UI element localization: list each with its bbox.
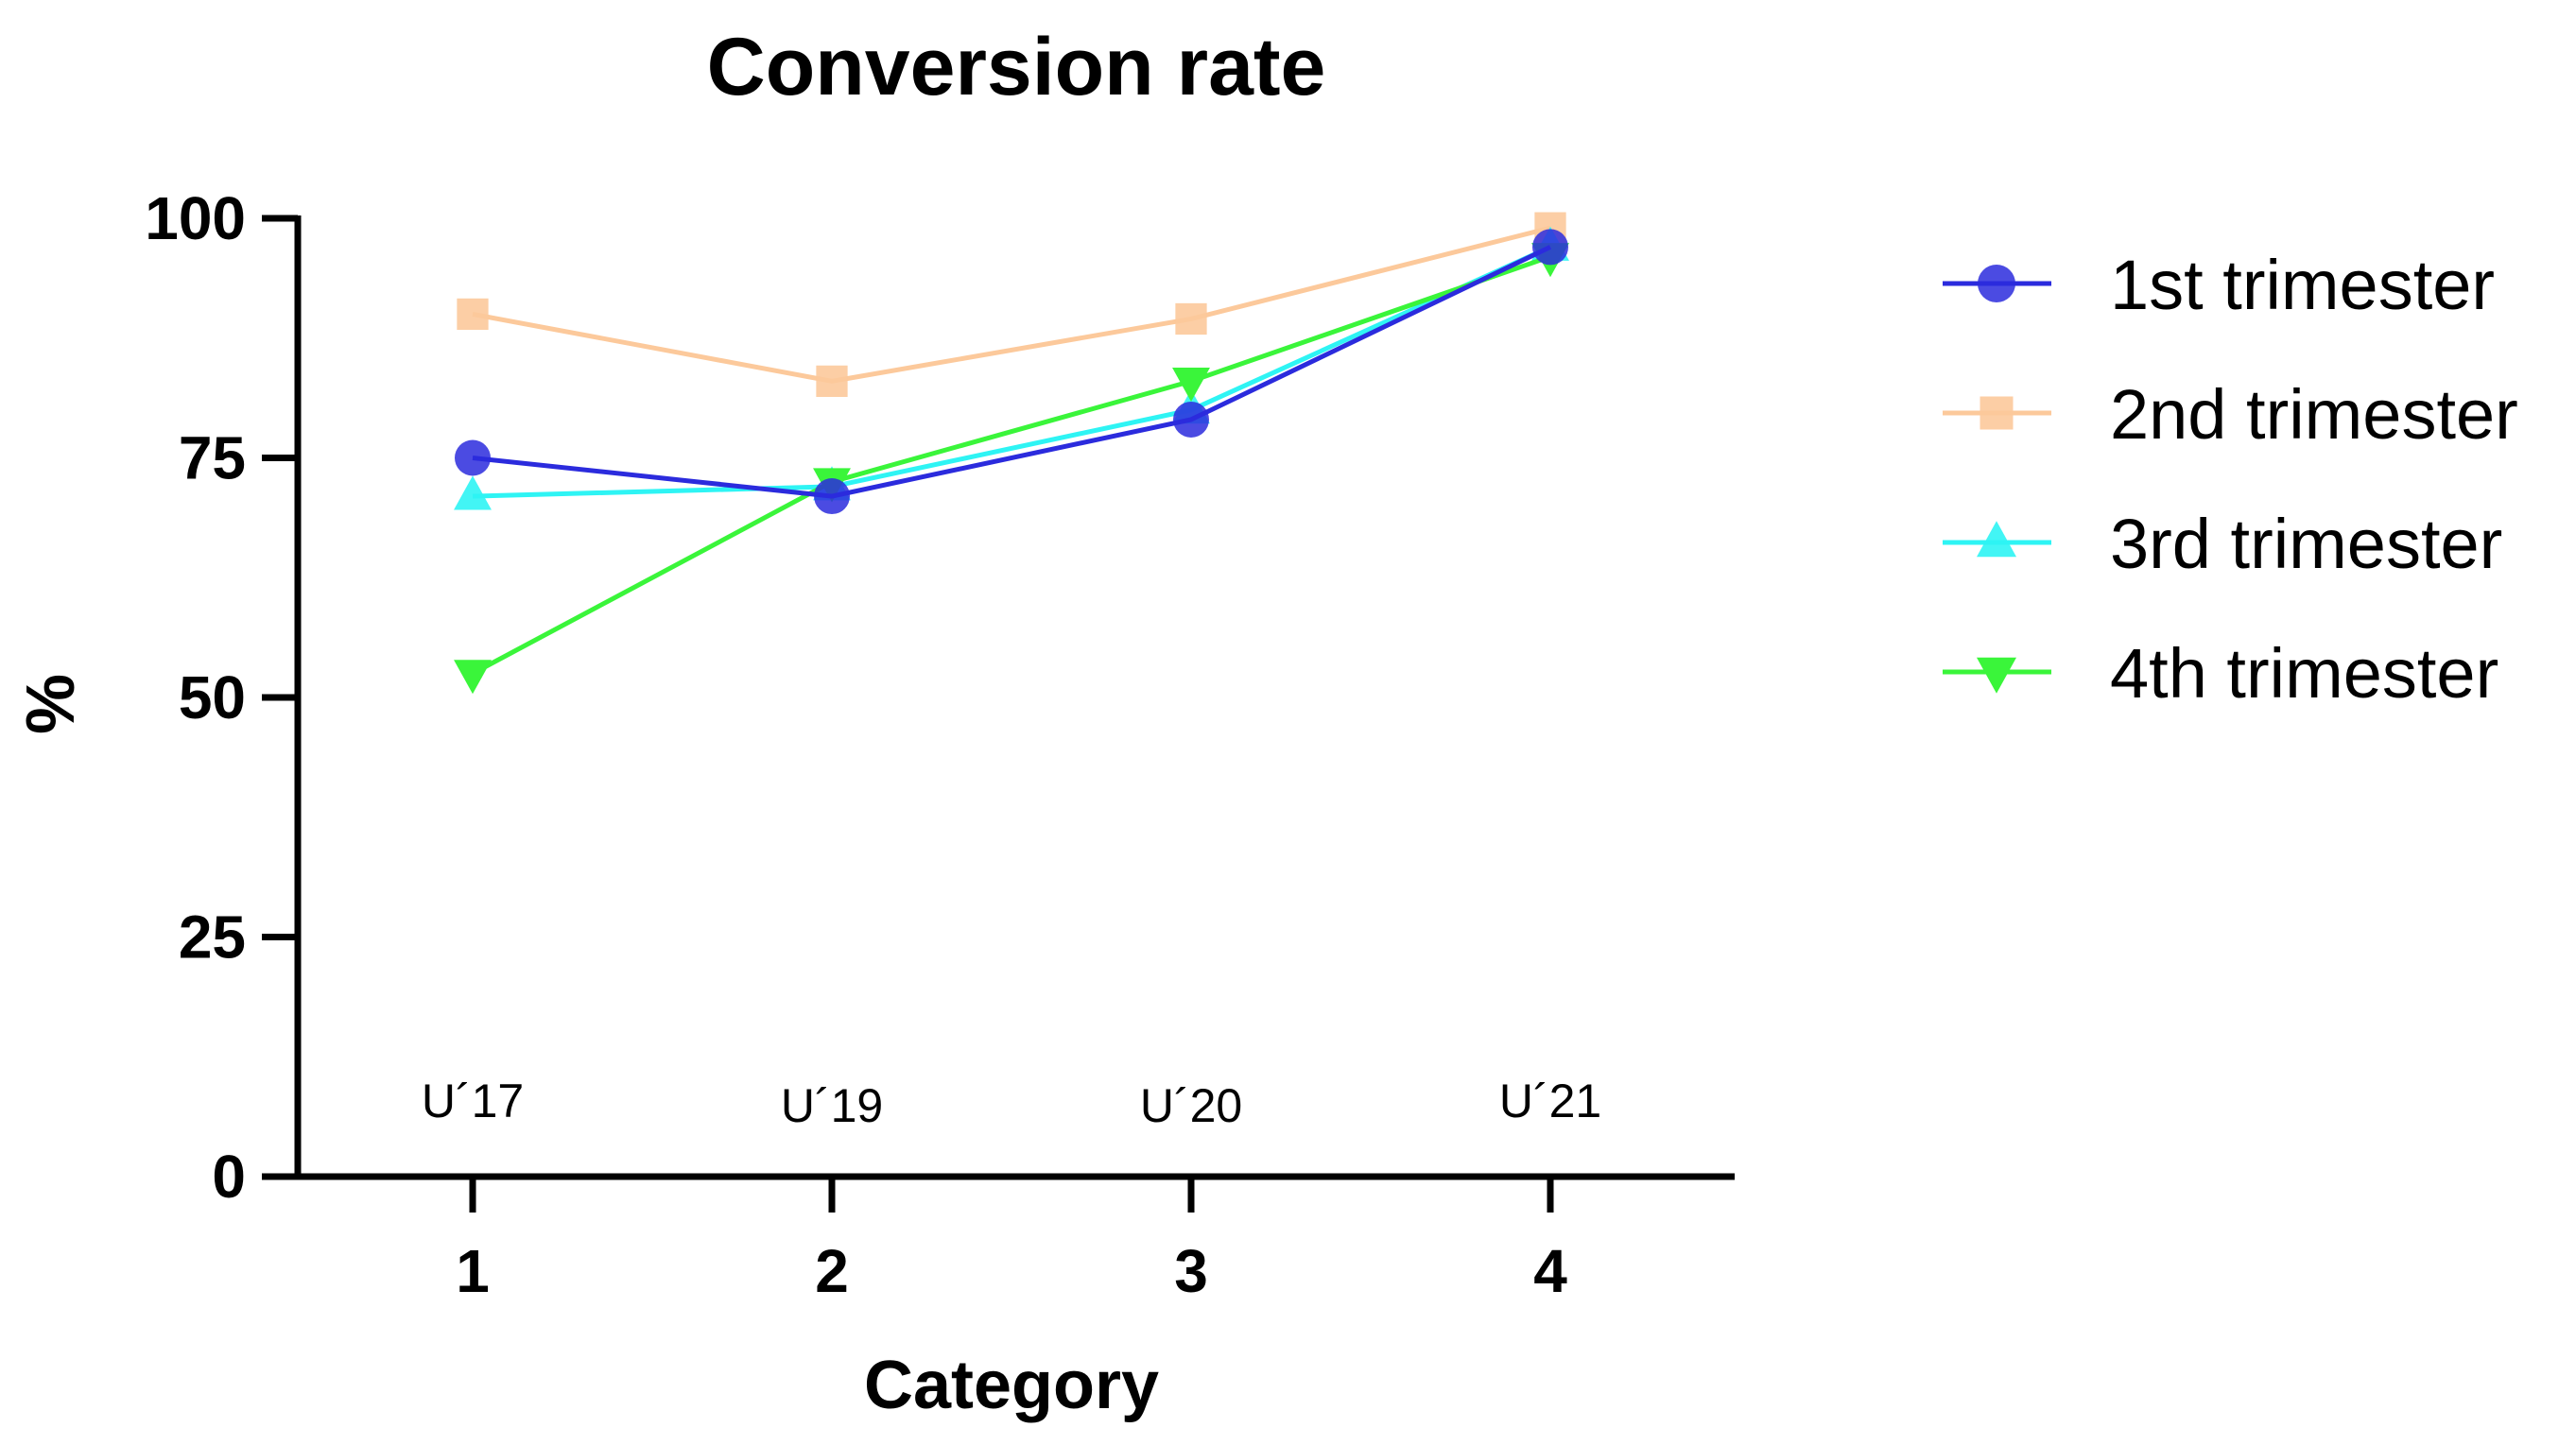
legend-marker bbox=[1977, 521, 2016, 558]
series-line bbox=[472, 245, 1552, 499]
point-annotation: U´21 bbox=[1499, 1075, 1601, 1127]
x-tick-label: 2 bbox=[815, 1237, 849, 1305]
x-axis-label: Category bbox=[864, 1348, 1159, 1423]
data-point bbox=[457, 298, 489, 331]
legend-marker bbox=[1980, 396, 2014, 430]
x-tick-label: 1 bbox=[456, 1237, 490, 1305]
point-annotation: U´20 bbox=[1140, 1079, 1242, 1132]
x-tick-label: 4 bbox=[1533, 1237, 1567, 1305]
data-point bbox=[816, 365, 848, 398]
data-point bbox=[1173, 401, 1209, 438]
legend-marker bbox=[1977, 657, 2016, 694]
y-tick-label: 0 bbox=[212, 1143, 246, 1211]
legend-label: 4th trimester bbox=[2110, 634, 2498, 713]
series-line bbox=[472, 225, 1551, 384]
legend-label: 2nd trimester bbox=[2110, 375, 2518, 454]
point-annotation: U´17 bbox=[422, 1075, 524, 1127]
y-axis-label: % bbox=[13, 674, 89, 734]
data-point bbox=[1172, 367, 1210, 403]
legend-entry: 3rd trimester bbox=[1943, 505, 2502, 583]
series-line bbox=[472, 245, 1552, 499]
series-line bbox=[471, 254, 1551, 676]
series-2 bbox=[457, 212, 1566, 398]
data-point bbox=[1175, 302, 1207, 335]
data-point bbox=[1532, 229, 1568, 266]
series-layer bbox=[454, 212, 1569, 695]
legend-marker bbox=[1978, 265, 2015, 302]
y-tick-label: 100 bbox=[145, 184, 246, 252]
legend: 1st trimester 2nd trimester 3rd trimester 4… bbox=[1943, 246, 2518, 713]
data-point bbox=[454, 660, 492, 695]
annotations: U´17 U´19 U´20 U´21 bbox=[422, 1075, 1601, 1132]
legend-entry: 2nd trimester bbox=[1943, 375, 2518, 454]
legend-label: 1st trimester bbox=[2110, 246, 2495, 324]
legend-entry: 4th trimester bbox=[1943, 634, 2498, 713]
series-3 bbox=[454, 226, 1569, 510]
legend-entry: 1st trimester bbox=[1943, 246, 2495, 324]
series-4 bbox=[454, 243, 1569, 695]
x-tick-label: 3 bbox=[1174, 1237, 1208, 1305]
chart-title: Conversion rate bbox=[707, 22, 1326, 112]
data-point bbox=[814, 478, 850, 515]
y-tick-label: 75 bbox=[179, 424, 246, 492]
point-annotation: U´19 bbox=[781, 1079, 883, 1132]
data-point bbox=[454, 475, 492, 510]
y-ticks: 0 25 50 75 100 bbox=[145, 184, 298, 1211]
y-tick-label: 50 bbox=[179, 663, 246, 731]
series-1 bbox=[455, 229, 1568, 515]
axes bbox=[294, 215, 1735, 1180]
x-ticks: 1 2 3 4 bbox=[456, 1177, 1567, 1305]
data-point bbox=[455, 439, 491, 476]
y-tick-label: 25 bbox=[179, 903, 246, 972]
legend-label: 3rd trimester bbox=[2110, 505, 2502, 583]
